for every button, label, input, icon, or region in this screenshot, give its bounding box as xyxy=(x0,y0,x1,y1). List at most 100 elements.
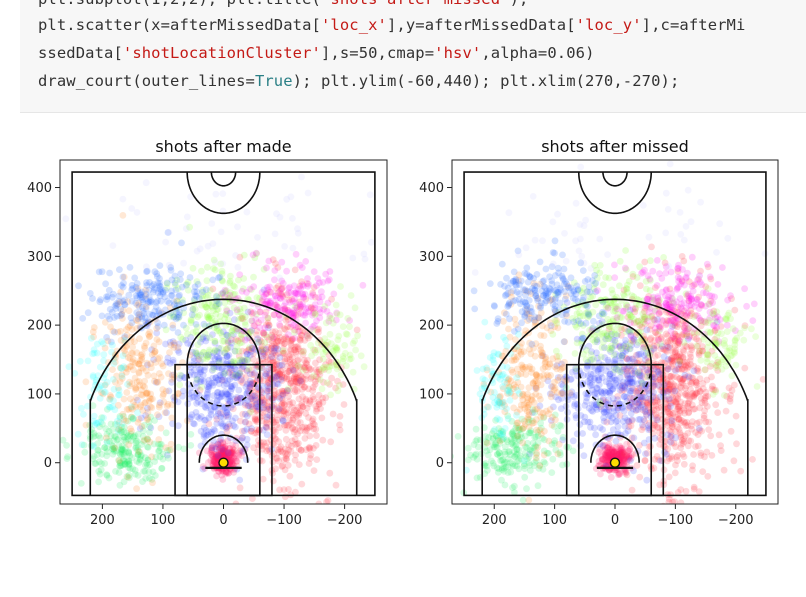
scatter-point xyxy=(205,428,213,435)
scatter-point xyxy=(227,451,234,459)
scatter-point xyxy=(315,368,323,376)
scatter-point xyxy=(306,400,313,408)
scatter-point xyxy=(580,452,588,460)
scatter-point xyxy=(121,460,129,468)
scatter-point xyxy=(141,399,149,407)
scatter-point xyxy=(273,334,281,341)
scatter-point xyxy=(262,346,270,354)
code-cell[interactable]: plt.subplot(1,2,2); plt.title('shots aft… xyxy=(20,0,806,113)
scatter-point xyxy=(219,260,227,267)
scatter-point xyxy=(220,449,228,457)
scatter-point xyxy=(162,429,170,437)
scatter-point xyxy=(277,290,285,298)
scatter-point xyxy=(703,448,711,456)
scatter-point xyxy=(300,294,308,301)
scatter-point xyxy=(295,440,302,447)
scatter-point xyxy=(148,351,156,358)
scatter-point xyxy=(200,378,208,385)
scatter-point xyxy=(228,460,236,467)
scatter-point xyxy=(293,375,301,383)
scatter-point xyxy=(222,288,229,295)
scatter-point xyxy=(168,375,176,383)
scatter-point xyxy=(520,418,528,425)
scatter-point xyxy=(280,340,288,348)
scatter-point xyxy=(84,309,92,317)
scatter-point xyxy=(264,356,272,363)
scatter-point xyxy=(175,293,183,300)
scatter-point xyxy=(63,455,71,462)
scatter-point xyxy=(284,422,291,429)
scatter-point xyxy=(125,291,133,299)
scatter-point xyxy=(204,431,212,439)
scatter-point xyxy=(225,469,233,477)
scatter-point xyxy=(250,444,258,452)
scatter-point xyxy=(134,450,142,458)
scatter-point xyxy=(291,426,299,434)
scatter-point xyxy=(651,434,659,442)
scatter-point xyxy=(239,347,246,355)
scatter-point xyxy=(207,450,215,457)
scatter-point xyxy=(204,383,211,391)
scatter-point xyxy=(143,390,150,398)
scatter-point xyxy=(203,263,211,271)
scatter-point xyxy=(190,366,198,374)
scatter-point xyxy=(198,301,206,309)
scatter-point xyxy=(305,460,313,467)
scatter-point xyxy=(111,302,119,310)
scatter-point xyxy=(621,393,628,400)
scatter-point xyxy=(289,414,297,422)
scatter-point xyxy=(294,311,302,318)
scatter-point xyxy=(177,270,185,278)
scatter-point xyxy=(291,343,299,351)
scatter-point xyxy=(155,413,163,421)
scatter-point xyxy=(280,349,287,357)
scatter-point xyxy=(231,283,239,291)
scatter-point xyxy=(143,435,151,443)
scatter-point xyxy=(119,446,127,454)
scatter-point xyxy=(119,212,127,219)
scatter-point xyxy=(169,338,177,345)
scatter-point xyxy=(518,319,525,327)
scatter-point xyxy=(618,352,625,360)
scatter-point xyxy=(98,460,105,468)
scatter-point xyxy=(119,446,126,454)
scatter-point xyxy=(588,401,596,408)
scatter-point xyxy=(251,369,258,377)
scatter-point xyxy=(232,252,240,259)
scatter-point xyxy=(89,328,97,336)
scatter-point xyxy=(523,309,530,317)
scatter-point xyxy=(272,339,280,347)
scatter-point xyxy=(214,453,222,461)
scatter-point xyxy=(175,313,183,321)
scatter-point xyxy=(300,311,307,319)
scatter-point xyxy=(135,368,143,376)
scatter-point xyxy=(281,421,288,429)
scatter-point xyxy=(243,348,250,355)
scatter-point xyxy=(152,379,160,386)
scatter-point xyxy=(234,396,242,404)
scatter-point xyxy=(144,435,151,443)
scatter-point xyxy=(161,409,169,416)
scatter-point xyxy=(312,294,319,301)
scatter-point xyxy=(619,418,627,425)
scatter-point xyxy=(612,437,620,445)
scatter-point xyxy=(360,250,368,258)
scatter-point xyxy=(212,453,220,461)
scatter-point xyxy=(184,330,191,338)
scatter-point xyxy=(214,300,221,308)
scatter-point xyxy=(301,428,309,435)
scatter-point xyxy=(191,371,198,379)
scatter-point xyxy=(195,294,203,302)
scatter-point xyxy=(212,459,220,467)
scatter-point xyxy=(246,383,254,391)
scatter-point xyxy=(271,373,279,381)
scatter-point xyxy=(260,329,268,337)
scatter-point xyxy=(197,427,205,435)
scatter-point xyxy=(298,381,306,389)
scatter-point xyxy=(155,440,162,448)
scatter-point xyxy=(126,264,134,271)
scatter-point xyxy=(263,321,270,329)
scatter-point xyxy=(328,374,335,382)
scatter-point xyxy=(269,396,277,404)
scatter-point xyxy=(497,281,504,288)
